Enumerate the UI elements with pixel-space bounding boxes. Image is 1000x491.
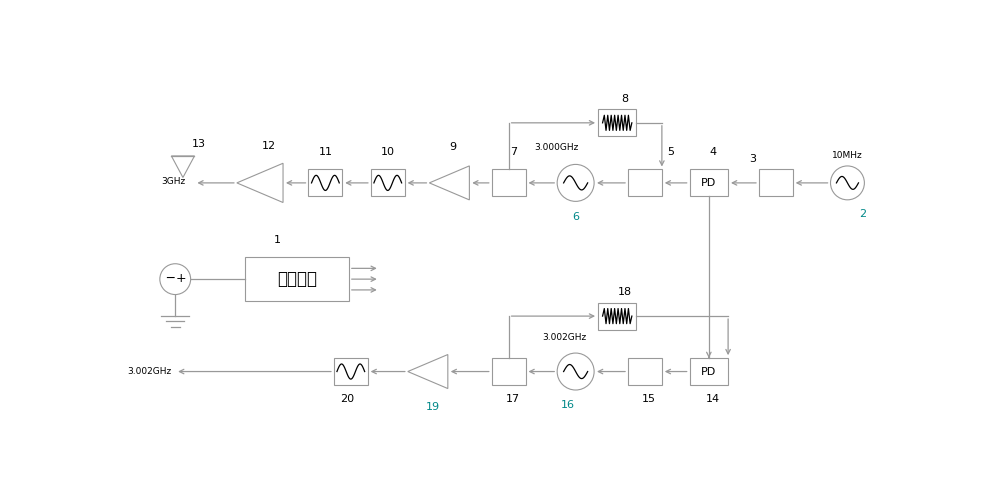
Text: 19: 19	[425, 402, 439, 412]
Bar	[334, 358, 368, 385]
Bar	[308, 169, 342, 196]
Circle shape	[557, 353, 594, 390]
Text: 8: 8	[621, 94, 628, 104]
Bar	[759, 169, 793, 196]
Text: PD: PD	[701, 367, 716, 377]
Text: 9: 9	[450, 142, 457, 153]
Polygon shape	[408, 355, 448, 388]
Text: 3.002GHz: 3.002GHz	[127, 367, 171, 376]
Text: 10: 10	[381, 147, 395, 158]
Text: 3GHz: 3GHz	[161, 177, 186, 186]
Text: 15: 15	[642, 394, 656, 404]
Bar	[492, 169, 526, 196]
Text: 7: 7	[510, 147, 517, 158]
Circle shape	[831, 166, 864, 200]
Text: 14: 14	[706, 394, 720, 404]
Text: PD: PD	[701, 178, 716, 188]
Text: 10MHz: 10MHz	[832, 151, 863, 161]
Text: 5: 5	[668, 147, 675, 158]
Text: 4: 4	[709, 147, 716, 158]
Text: 3.000GHz: 3.000GHz	[534, 143, 579, 152]
Text: 3: 3	[749, 154, 756, 164]
Text: 11: 11	[318, 147, 332, 158]
Circle shape	[557, 164, 594, 201]
Bar	[690, 358, 728, 385]
Text: 18: 18	[618, 287, 632, 297]
Bar	[371, 169, 405, 196]
Text: 直流稳压: 直流稳压	[277, 270, 317, 288]
Bar	[598, 109, 636, 136]
Text: 2: 2	[859, 209, 866, 218]
Text: 3.002GHz: 3.002GHz	[542, 333, 586, 342]
Text: 16: 16	[561, 401, 575, 410]
Bar	[245, 257, 349, 301]
Polygon shape	[171, 156, 194, 178]
Polygon shape	[237, 163, 283, 202]
Text: 20: 20	[340, 394, 354, 404]
Bar	[492, 358, 526, 385]
Text: ─: ─	[166, 272, 174, 285]
Bar	[690, 169, 728, 196]
Circle shape	[160, 264, 191, 295]
Text: 13: 13	[191, 138, 205, 149]
Text: 12: 12	[262, 141, 276, 151]
Bar	[598, 302, 636, 329]
Text: 17: 17	[505, 394, 520, 404]
Bar	[628, 358, 662, 385]
Polygon shape	[429, 166, 469, 200]
Text: 6: 6	[572, 212, 579, 222]
Text: 1: 1	[274, 235, 281, 245]
Text: +: +	[175, 272, 186, 285]
Bar	[628, 169, 662, 196]
